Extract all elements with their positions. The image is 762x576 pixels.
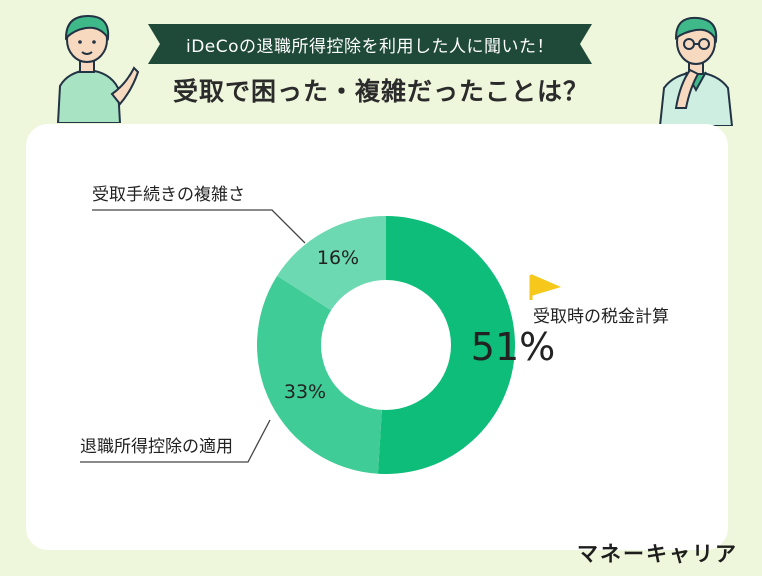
- slice-category-label-2: 退職所得控除の適用: [80, 437, 233, 457]
- leader-line-2: [80, 419, 271, 463]
- leader-line-3: [92, 209, 306, 244]
- banner-text: iDeCoの退職所得控除を利用した人に聞いた！: [185, 36, 555, 57]
- slice-value-label-3: 16%: [317, 247, 359, 269]
- slice-value-label-1: 51%: [471, 325, 555, 369]
- flag-icon: [529, 274, 561, 300]
- donut-hole: [321, 280, 451, 410]
- chart-labels: 51%受取時の税金計算 33% 退職所得控除の適用 16% 受取手続きの複雑さ: [80, 185, 669, 457]
- person-pointing-illustration: [56, 14, 140, 123]
- banner-ribbon-shape: [148, 24, 592, 64]
- brand-logo: マネーキャリア: [577, 542, 738, 566]
- slice-category-label-3: 受取手続きの複雑さ: [92, 185, 245, 205]
- header-banner: iDeCoの退職所得控除を利用した人に聞いた！: [148, 24, 592, 64]
- slice-value-label-2: 33%: [284, 381, 326, 403]
- slice-category-label-1: 受取時の税金計算: [533, 307, 669, 327]
- leader-lines: [80, 209, 306, 463]
- page-title: 受取で困った・複雑だったことは？: [172, 77, 589, 106]
- person-thinking-illustration: [658, 16, 734, 126]
